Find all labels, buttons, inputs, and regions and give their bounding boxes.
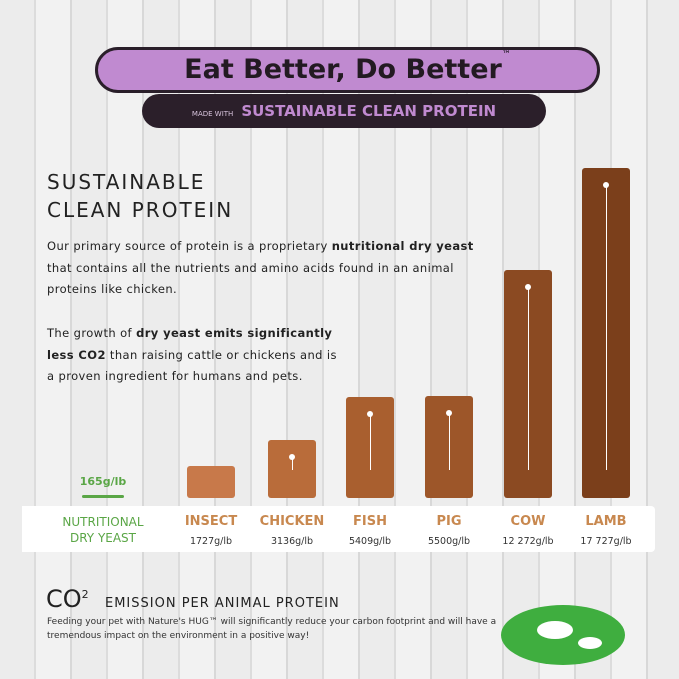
category-label: LAMB xyxy=(585,514,627,529)
globe-gap xyxy=(578,637,602,649)
bar-dot xyxy=(525,283,531,290)
footer-body: Feeding your pet with Nature's HUG™ will… xyxy=(47,617,497,641)
bar-line xyxy=(448,412,450,470)
bar xyxy=(82,494,124,498)
bar-line xyxy=(527,286,529,470)
bold-text: dry yeast emits significantly less CO2 xyxy=(47,326,333,362)
heading: SUSTAINABLE CLEAN PROTEIN xyxy=(47,168,233,224)
category-label: PIG xyxy=(436,514,462,529)
bar-dot xyxy=(289,453,295,460)
category-label: COW xyxy=(510,514,546,529)
globe-gap xyxy=(537,621,573,639)
subtitle-pill: MADE WITH SUSTAINABLE CLEAN PROTEIN xyxy=(142,94,546,128)
text: The growth of xyxy=(47,326,137,340)
value-label: 5500g/lb xyxy=(427,536,471,547)
heading-line: CLEAN PROTEIN xyxy=(47,198,234,222)
bar-line xyxy=(605,185,607,470)
paragraph: Our primary source of protein is a propr… xyxy=(47,236,492,301)
footer-heading: EMISSION PER ANIMAL PROTEIN xyxy=(105,596,340,611)
category-label: CHICKEN xyxy=(259,514,325,529)
made-with: MADE WITH xyxy=(191,110,234,118)
bold-text: nutritional dry yeast xyxy=(331,239,474,253)
bar-line xyxy=(291,456,293,470)
co2-mark: CO2 xyxy=(46,585,89,613)
value-label: 1727g/lb xyxy=(189,536,233,547)
text: that contains all the nutrients and amin… xyxy=(47,260,454,297)
category-label: FISH xyxy=(353,514,387,529)
text: Our primary source of protein is a propr… xyxy=(47,239,332,253)
paragraph: The growth of dry yeast emits significan… xyxy=(47,323,347,388)
bar-dot xyxy=(367,411,373,418)
bar xyxy=(187,465,235,498)
co2-sup: 2 xyxy=(81,588,89,601)
label-strip xyxy=(22,506,655,552)
value-label: 17 727g/lb xyxy=(580,536,632,547)
bar-dot xyxy=(446,409,452,416)
bar-dot xyxy=(603,182,609,188)
value-label: 5409g/lb xyxy=(348,536,392,547)
value-label: 12 272g/lb xyxy=(502,536,554,547)
category-label: INSECT xyxy=(184,514,238,529)
trademark: ™ xyxy=(501,50,511,60)
bar-line xyxy=(369,414,371,470)
value-label: 3136g/lb xyxy=(270,536,314,547)
text: than raising cattle or chickens and is a… xyxy=(47,347,337,384)
title: Eat Better, Do Better xyxy=(184,54,502,85)
title-pill: Eat Better, Do Better™ xyxy=(95,47,600,93)
category-label: NUTRITIONAL DRY YEAST xyxy=(62,515,144,545)
heading-line: SUSTAINABLE xyxy=(47,170,206,194)
value-label: 165g/lb xyxy=(79,474,127,488)
subtitle: SUSTAINABLE CLEAN PROTEIN xyxy=(241,102,497,120)
co2: CO xyxy=(46,585,82,613)
globe-illustration xyxy=(501,605,625,665)
